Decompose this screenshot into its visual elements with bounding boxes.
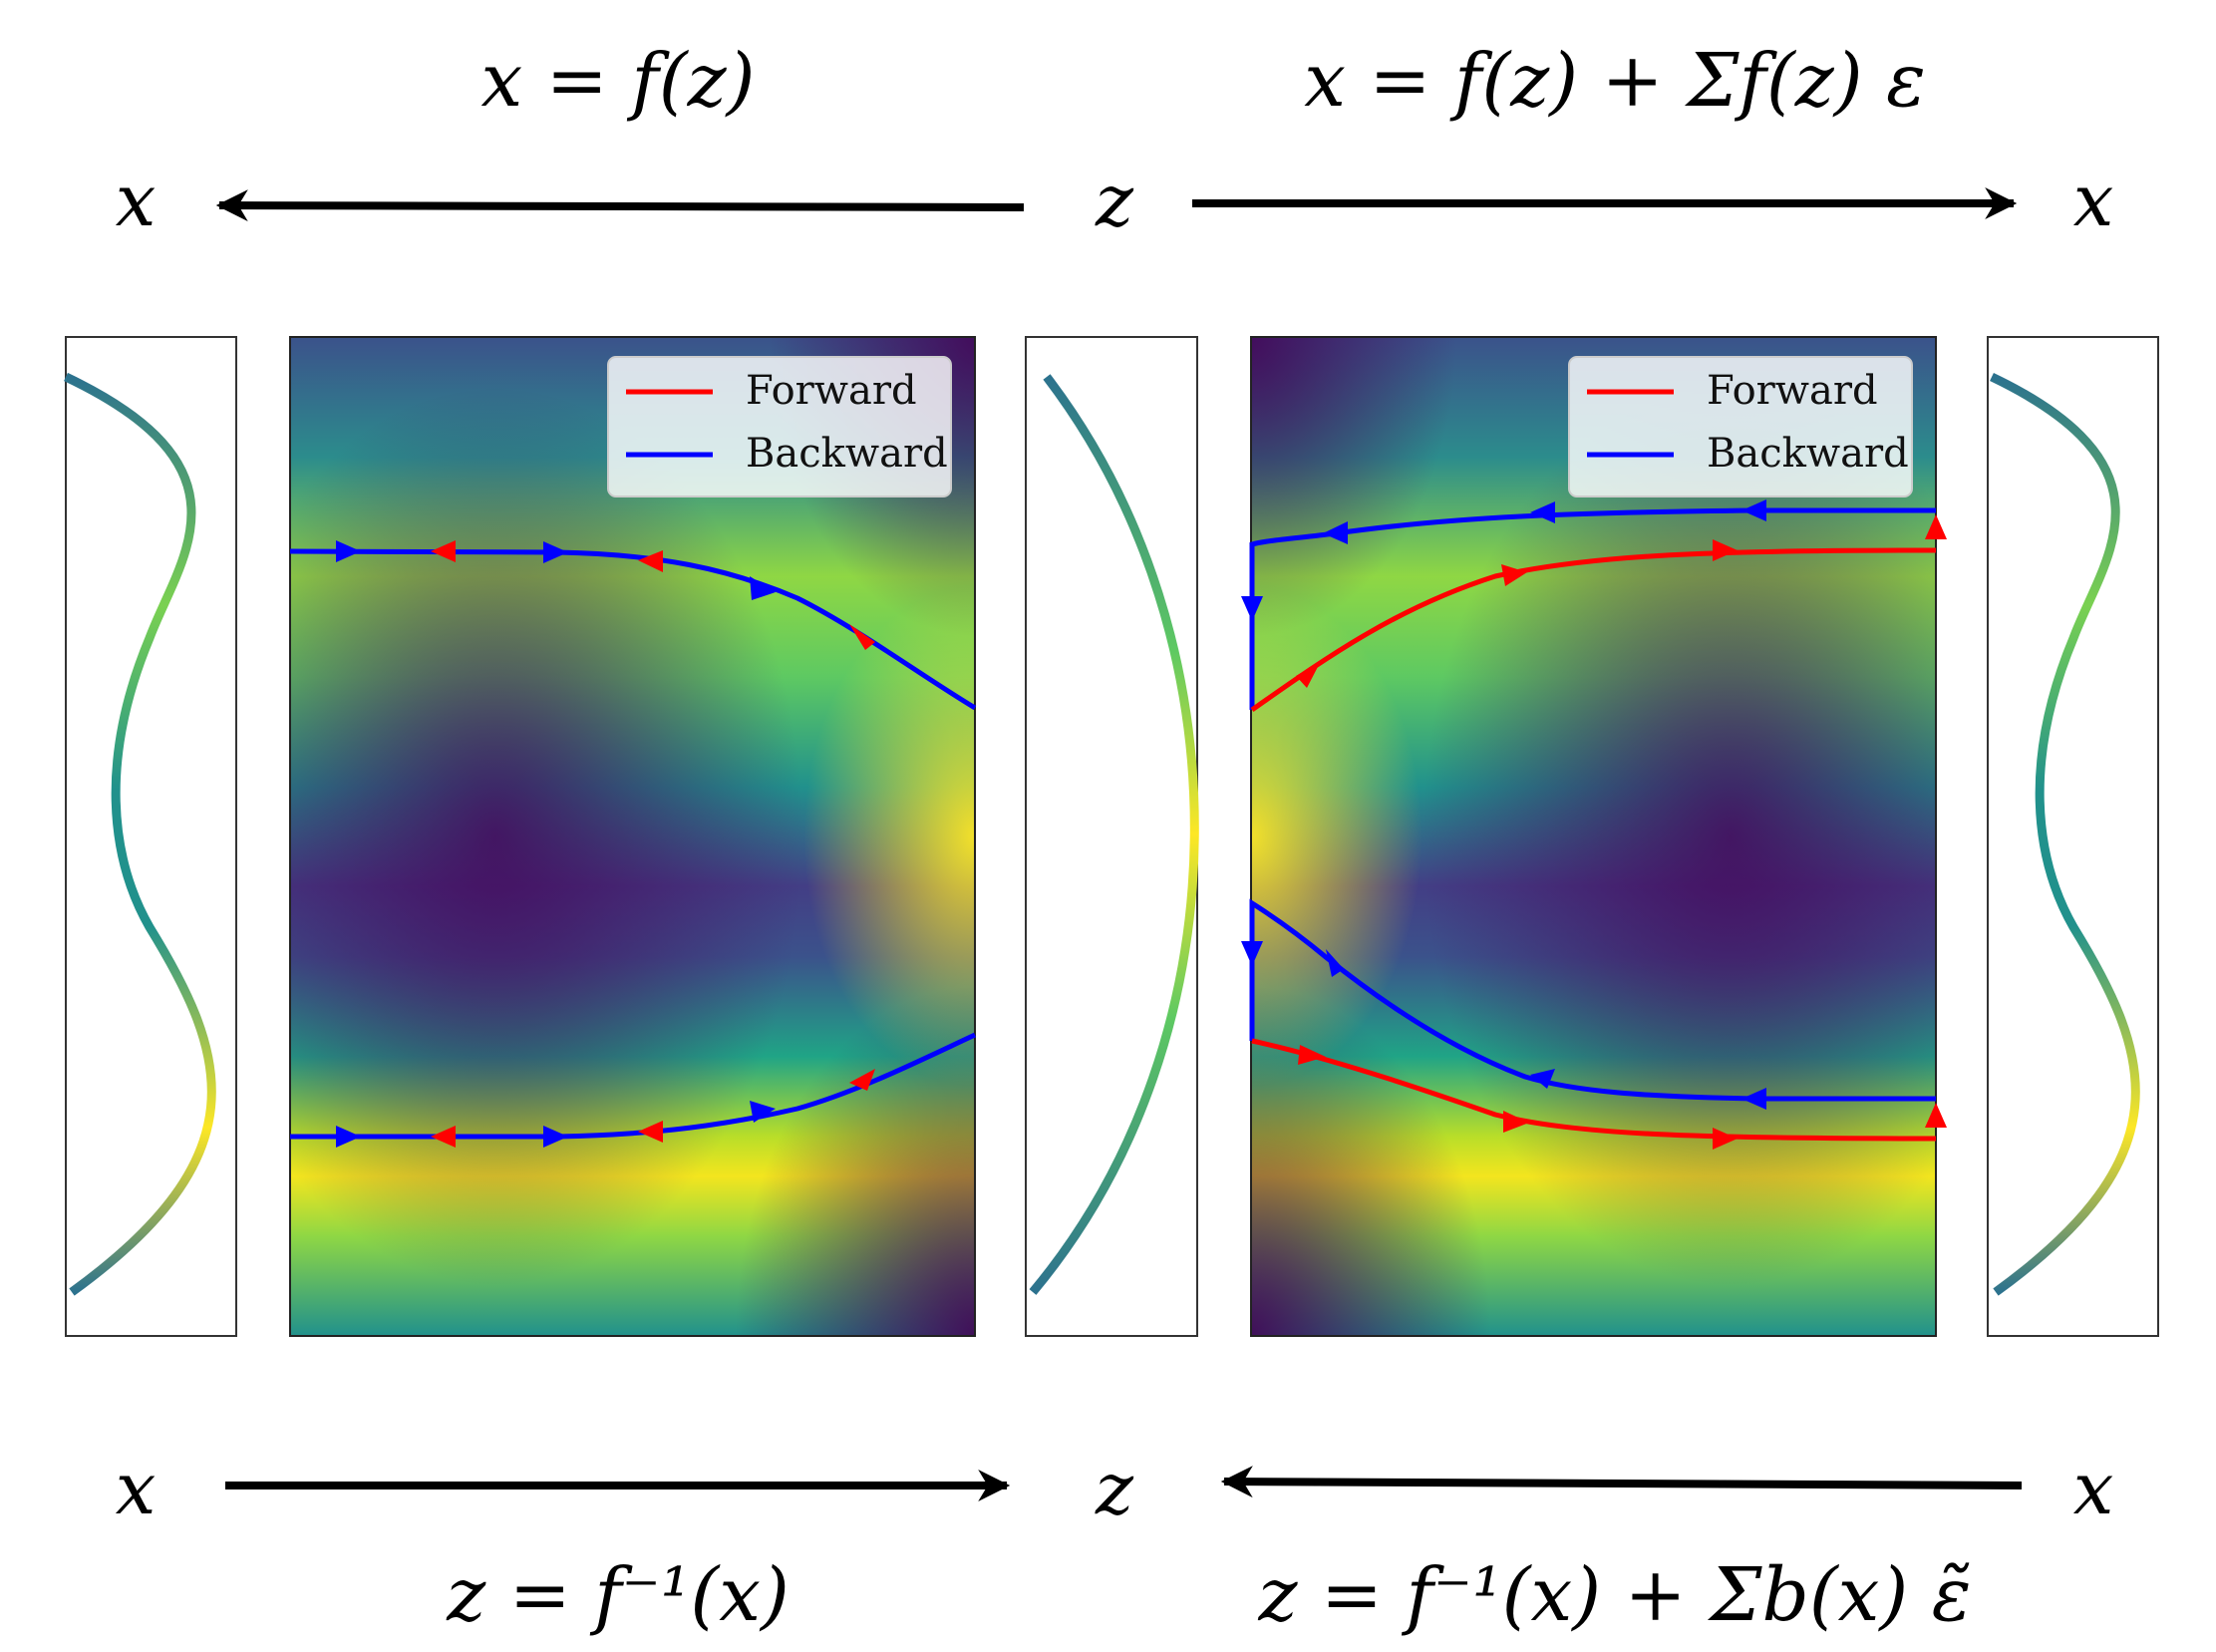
left-lower-fwd-arrow-3 — [750, 1101, 776, 1123]
right-legend-backward-label: Backward — [1707, 431, 1909, 477]
left-upper-trajectory — [289, 548, 977, 711]
right-upper-fwd-arrow-3 — [1713, 539, 1738, 561]
top-left-var: x — [116, 159, 157, 242]
right-upper-bwd-arrow-4 — [1241, 596, 1263, 621]
top-right-equation: x = f(z) + Σf(z) ε — [1304, 38, 1926, 124]
left-upper-bwd-arrow-3 — [849, 624, 875, 650]
right-upper-fwd-arrow-1 — [1296, 661, 1321, 688]
left-upper-bwd-arrow-1 — [431, 540, 456, 562]
right-density-curve — [1990, 372, 2140, 1296]
left-lower-bwd-arrow-2 — [638, 1121, 663, 1143]
middle-z-density-panel — [1025, 336, 1199, 1337]
left-lower-bwd-arrow-3 — [849, 1069, 875, 1091]
right-upper-backward-path — [1249, 507, 1936, 710]
right-upper-fwd-arrow-4 — [1925, 514, 1947, 539]
left-lower-fwd-arrow-2 — [543, 1126, 568, 1148]
top-center-var: z — [1095, 159, 1134, 242]
left-heatmap-panel: Forward Backward — [289, 336, 977, 1337]
right-lower-bwd-arrow-3 — [1326, 949, 1344, 977]
left-upper-fwd-arrow-2 — [543, 541, 568, 563]
left-legend: Forward Backward — [607, 356, 952, 497]
top-left-equation: x = f(z) — [481, 38, 756, 124]
bottom-center-var: z — [1095, 1447, 1134, 1530]
top-right-var: x — [2073, 159, 2114, 242]
bottom-right-arrow — [1220, 1466, 2023, 1498]
left-legend-forward-label: Forward — [746, 368, 917, 414]
right-lower-fwd-arrow-2 — [1503, 1111, 1529, 1133]
left-upper-fwd-arrow-3 — [750, 576, 776, 600]
top-left-arrow — [215, 189, 1025, 222]
right-upper-bwd-arrow-2 — [1530, 501, 1555, 523]
right-lower-fwd-arrow-4 — [1925, 1103, 1947, 1128]
right-x-density-panel — [1987, 336, 2159, 1337]
right-lower-fwd-arrow-1 — [1298, 1045, 1326, 1065]
left-lower-bwd-arrow-1 — [431, 1126, 456, 1148]
right-lower-bwd-arrow-4 — [1241, 941, 1263, 966]
bottom-left-var: x — [116, 1447, 157, 1530]
right-upper-fwd-arrow-2 — [1501, 564, 1527, 586]
middle-density-curve — [1029, 374, 1199, 1295]
left-upper-bwd-arrow-2 — [638, 550, 663, 572]
bottom-right-equation: z = f⁻¹(x) + Σb(x) ε̃ — [1257, 1552, 1971, 1638]
right-lower-fwd-arrow-3 — [1713, 1128, 1738, 1150]
right-upper-bwd-arrow-3 — [1323, 521, 1348, 544]
right-upper-bwd-arrow-1 — [1741, 499, 1766, 521]
left-x-density-panel — [64, 336, 237, 1337]
right-lower-bwd-arrow-2 — [1530, 1069, 1555, 1089]
left-upper-fwd-arrow-1 — [336, 540, 361, 562]
right-heatmap-panel: Forward Backward — [1241, 336, 1947, 1337]
bottom-right-var: x — [2073, 1447, 2114, 1530]
left-legend-backward-label: Backward — [746, 431, 948, 477]
right-lower-backward-path — [1249, 898, 1936, 1102]
right-legend: Forward Backward — [1568, 356, 1913, 497]
right-lower-bwd-arrow-1 — [1741, 1088, 1766, 1110]
left-lower-trajectory — [290, 1032, 977, 1140]
right-legend-forward-label: Forward — [1707, 368, 1878, 414]
left-lower-fwd-arrow-1 — [336, 1126, 361, 1148]
bottom-left-equation: z = f⁻¹(x) — [446, 1552, 790, 1638]
left-density-curve — [64, 372, 216, 1296]
